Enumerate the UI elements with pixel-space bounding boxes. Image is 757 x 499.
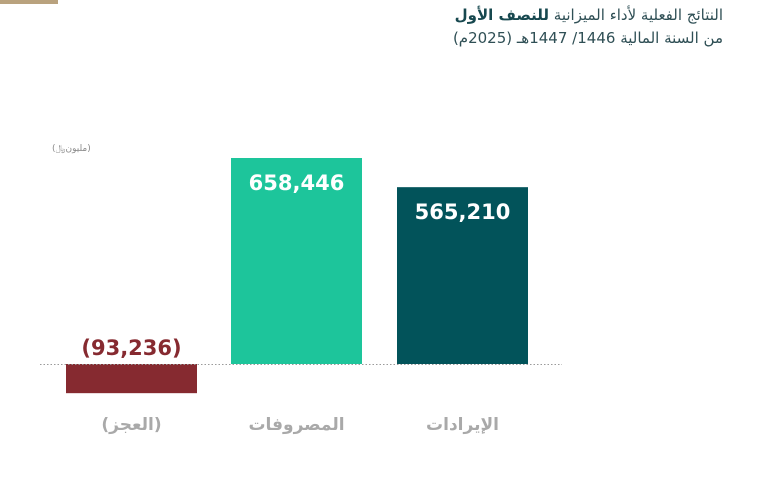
- value-label-deficit: (93,236): [81, 336, 181, 360]
- chart-subtitle: من السنة المالية 1446/ 1447هـ (2025م): [452, 29, 723, 47]
- chart-title-regular: النتائج الفعلية لأداء الميزانية: [549, 6, 723, 24]
- bar-revenues: [397, 187, 528, 364]
- category-label-deficit: (العجز): [101, 415, 161, 435]
- value-label-expenditures: 658,446: [249, 171, 345, 195]
- chart-title-bold: للنصف الأول: [454, 6, 550, 24]
- chart-header: النتائج الفعلية لأداء الميزانية للنصف ال…: [123, 4, 723, 50]
- category-label-expenditures: المصروفات: [248, 415, 344, 435]
- chart-title: النتائج الفعلية لأداء الميزانية للنصف ال…: [123, 4, 723, 26]
- category-label-revenues: الإيرادات: [426, 415, 499, 435]
- value-label-revenues: 565,210: [415, 200, 511, 224]
- bar-deficit: [66, 364, 197, 394]
- corner-accent-bar: [0, 0, 58, 4]
- bar-expenditures: [231, 158, 362, 364]
- unit-label: (مليون﷼): [52, 144, 91, 154]
